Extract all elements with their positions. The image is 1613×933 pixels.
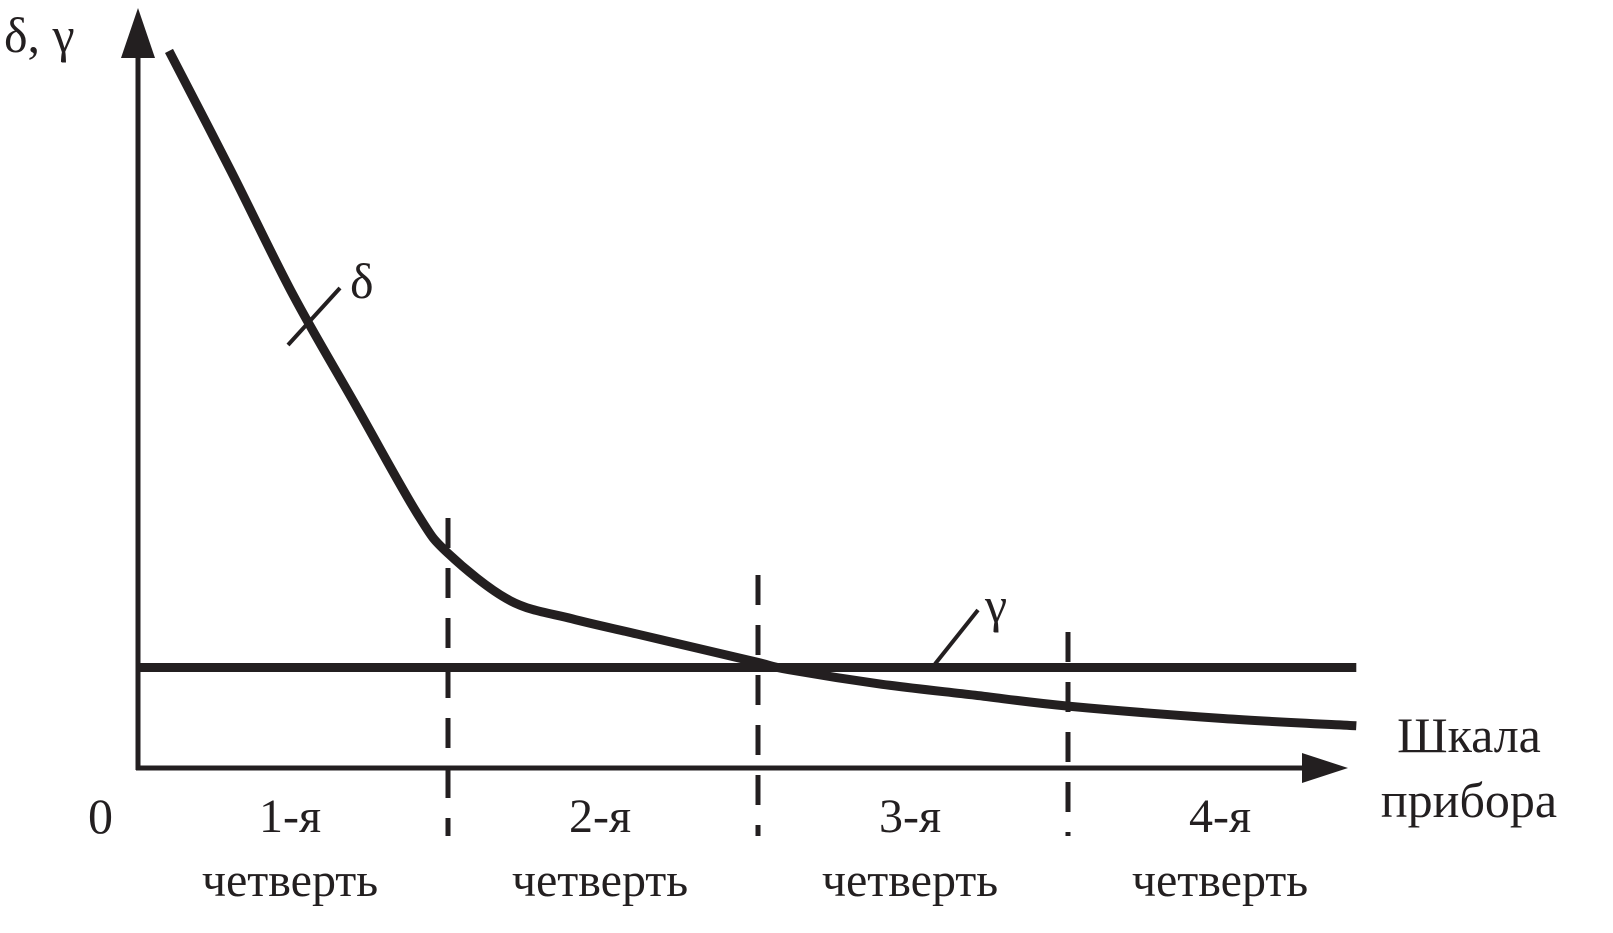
quarter-caption-3: четверть [822, 854, 998, 907]
series-leader-2 [933, 608, 980, 666]
quarter-caption-2: четверть [512, 854, 688, 907]
x-axis-label-line-1: Шкала [1397, 707, 1541, 763]
series-lines [138, 48, 1357, 731]
series-label-2: γ [984, 577, 1007, 633]
quarter-labels: 1-я четверть 2-я четверть 3-я четверть 4-я четв… [202, 790, 1308, 907]
series-leader-lines [286, 286, 980, 666]
quarter-label-3: 3-я [879, 790, 941, 843]
series-labels: δγ [350, 253, 1007, 633]
quarter-caption-1: четверть [202, 854, 378, 907]
quarter-label-4: 4-я [1189, 790, 1251, 843]
x-axis-arrowhead [1302, 753, 1348, 783]
quarter-dividers [445, 518, 1071, 836]
origin-label: 0 [88, 788, 113, 844]
quarter-label-1: 1-я [259, 790, 321, 843]
series-label-1: δ [350, 253, 374, 309]
axes [121, 8, 1348, 783]
series-line-1 [165, 48, 1357, 731]
series-leader-1 [286, 286, 342, 347]
x-axis-label-line-2: прибора [1381, 772, 1557, 828]
quarter-caption-4: четверть [1132, 854, 1308, 907]
quarter-label-2: 2-я [569, 790, 631, 843]
y-axis-label: δ, γ [4, 7, 75, 63]
y-axis-arrowhead [121, 8, 155, 58]
